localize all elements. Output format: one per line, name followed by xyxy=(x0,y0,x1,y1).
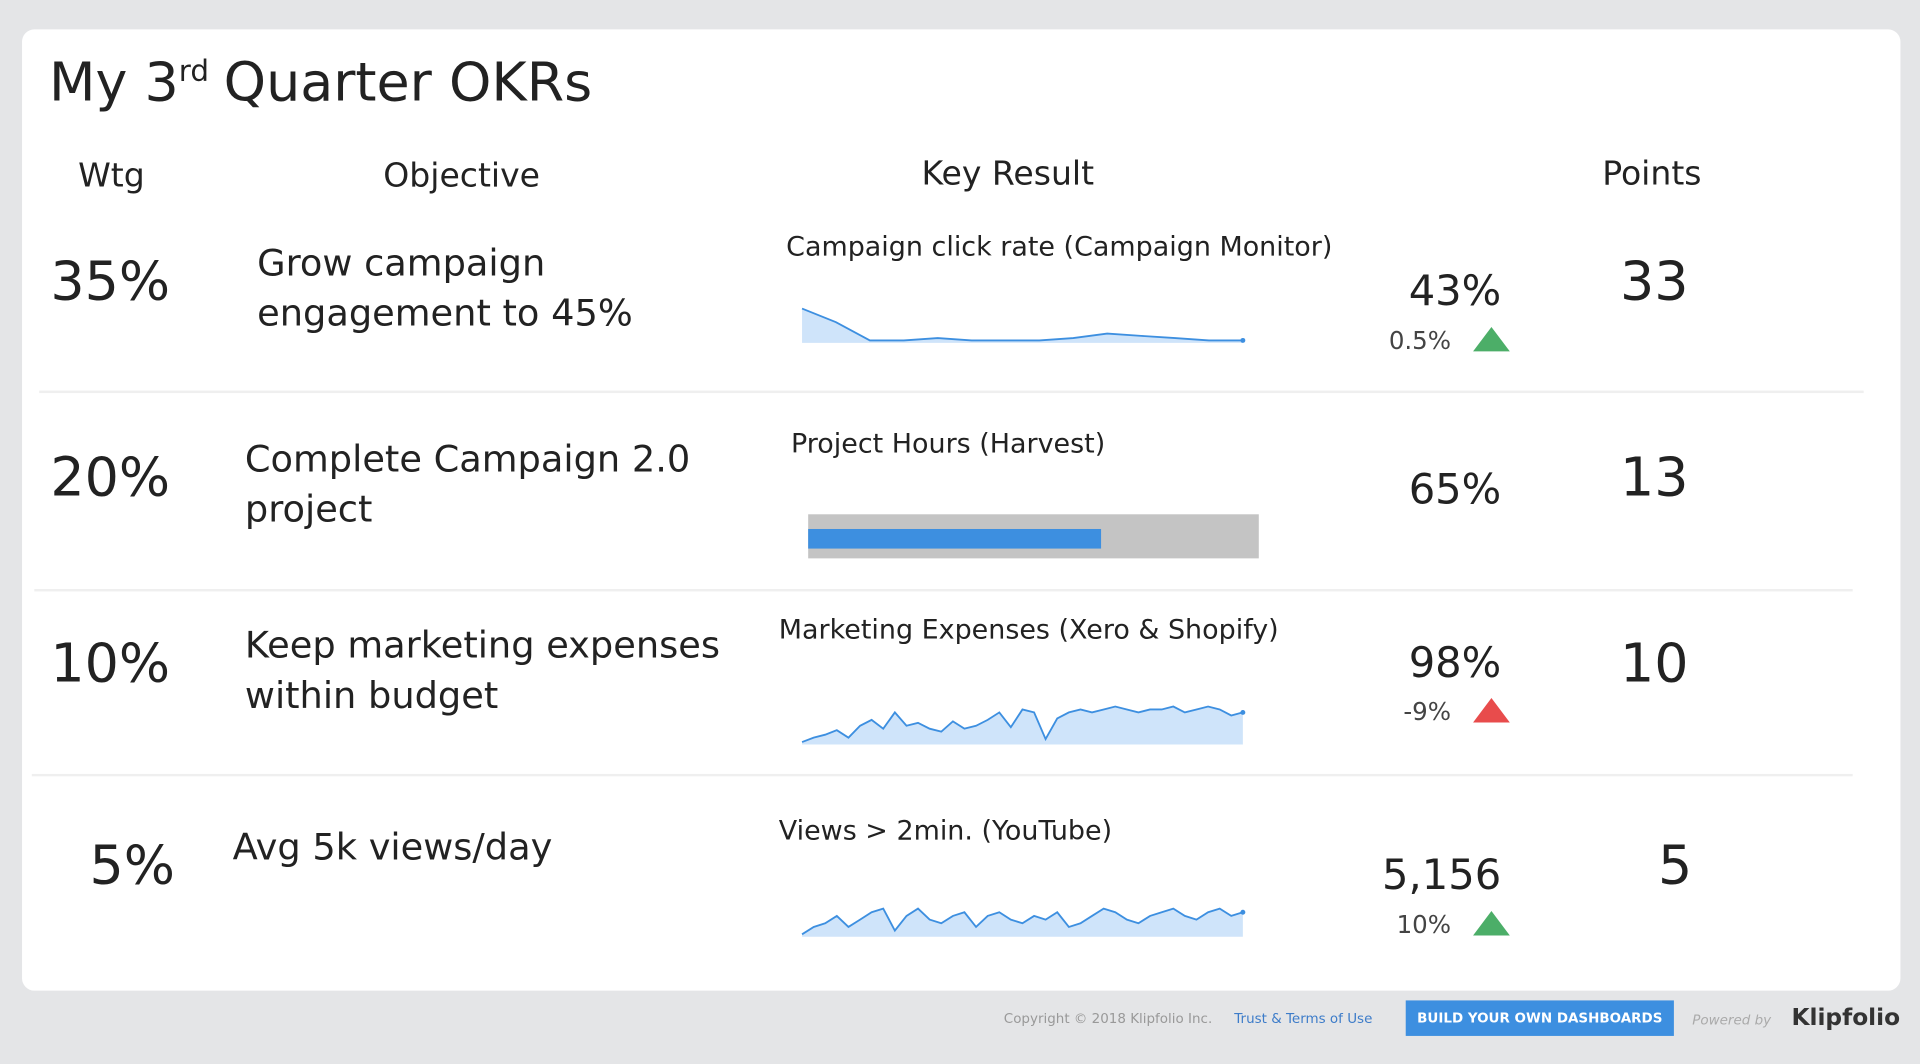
objective: Complete Campaign 2.0 xyxy=(244,438,691,482)
sparkline-end xyxy=(1240,710,1246,715)
sparkline-end xyxy=(1240,337,1246,343)
terms-link[interactable]: Trust & Terms of Use xyxy=(1234,1010,1373,1027)
trend-icon xyxy=(1473,326,1510,352)
weight: 5% xyxy=(89,834,175,897)
trend-icon xyxy=(1473,697,1510,723)
brand-logo[interactable]: Klipfolio xyxy=(1791,1004,1901,1032)
sparkline xyxy=(801,907,1246,937)
dashboard-card xyxy=(22,29,1901,991)
objective: Keep marketing expenses xyxy=(244,624,720,668)
powered-by: Powered by xyxy=(1692,1012,1772,1028)
metric-title: Views > 2min. (YouTube) xyxy=(778,816,1113,847)
title-superscript: rd xyxy=(178,54,209,89)
sparkline-area xyxy=(802,706,1243,745)
trend-icon xyxy=(1473,911,1510,936)
sparkline-line xyxy=(801,907,1244,936)
sparkline-line xyxy=(801,705,1244,743)
change: -9% xyxy=(1403,696,1452,727)
objective: within budget xyxy=(244,674,499,718)
progress-bar xyxy=(808,528,1102,549)
change: 10% xyxy=(1396,909,1452,940)
points: 10 xyxy=(1620,632,1689,695)
row-separator xyxy=(39,390,1864,394)
row-separator xyxy=(31,773,1853,777)
cta-button[interactable]: BUILD YOUR OWN DASHBOARDS xyxy=(1405,1000,1674,1036)
metric-title: Campaign click rate (Campaign Monitor) xyxy=(786,232,1333,263)
triangle xyxy=(1473,326,1510,352)
objective: project xyxy=(244,488,373,532)
metric-title: Marketing Expenses (Xero & Shopify) xyxy=(778,615,1279,646)
points: 5 xyxy=(1657,834,1693,897)
column-header: Objective xyxy=(383,157,541,196)
copyright: Copyright © 2018 Klipfolio Inc. xyxy=(1003,1010,1213,1027)
column-header: Points xyxy=(1602,154,1702,193)
triangle xyxy=(1473,697,1510,723)
title: My 3rd Quarter OKRs xyxy=(49,51,592,113)
title-text: My 3 xyxy=(48,51,179,114)
sparkline-area xyxy=(802,308,1243,343)
sparkline-end xyxy=(1240,909,1246,915)
points: 13 xyxy=(1620,446,1689,509)
column-header: Wtg xyxy=(78,157,145,196)
result: 43% xyxy=(1408,266,1502,316)
title-text: Quarter OKRs xyxy=(223,51,593,114)
sparkline-area xyxy=(802,908,1243,937)
objective: Grow campaign xyxy=(257,242,546,286)
weight: 20% xyxy=(50,446,171,509)
objective: engagement to 45% xyxy=(257,292,633,336)
progress xyxy=(808,514,1259,559)
result: 98% xyxy=(1408,639,1502,689)
sparkline xyxy=(801,705,1246,745)
sparkline-line xyxy=(801,307,1243,342)
column-header: Key Result xyxy=(921,154,1095,193)
weight: 35% xyxy=(50,250,171,313)
objective: Avg 5k views/day xyxy=(232,826,553,870)
row-separator xyxy=(34,588,1853,592)
points: 33 xyxy=(1620,250,1689,313)
change: 0.5% xyxy=(1388,325,1452,356)
sparkline xyxy=(801,307,1246,343)
result: 5,156 xyxy=(1382,851,1502,901)
metric-title: Project Hours (Harvest) xyxy=(791,429,1106,460)
triangle xyxy=(1473,911,1510,936)
weight: 10% xyxy=(50,632,171,695)
result: 65% xyxy=(1408,465,1502,515)
